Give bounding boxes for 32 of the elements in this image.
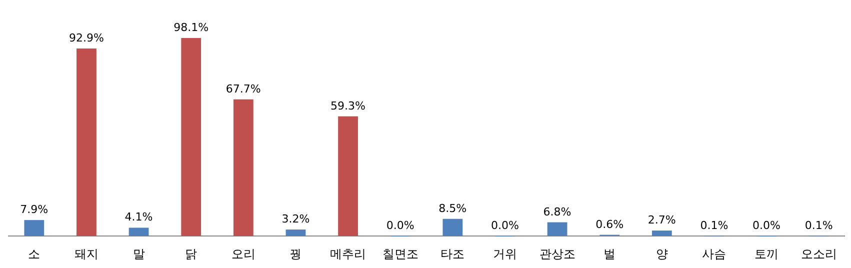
data-label: 0.0% — [386, 219, 414, 232]
data-label: 4.1% — [124, 210, 153, 224]
x-tick-label: 칠면조 — [382, 247, 418, 261]
data-label: 2.7% — [648, 214, 676, 227]
data-label: 7.9% — [20, 203, 48, 216]
x-tick-label: 오리 — [231, 247, 256, 261]
x-tick-label: 토끼 — [754, 247, 779, 261]
data-label: 92.9% — [68, 31, 104, 44]
data-label: 0.6% — [596, 218, 624, 231]
x-tick-label: 닭 — [185, 247, 198, 261]
x-tick-label: 말 — [132, 247, 145, 261]
x-tick-label: 오소리 — [800, 247, 837, 261]
x-tick-label: 타조 — [440, 247, 465, 261]
x-tick-label: 사슴 — [702, 247, 726, 261]
x-tick-label: 꿩 — [290, 247, 302, 261]
x-tick-label: 벌 — [604, 247, 616, 261]
data-label: 0.0% — [490, 219, 519, 232]
x-tick-label: 소 — [28, 247, 40, 261]
data-label: 3.2% — [282, 212, 310, 226]
data-label: 0.0% — [752, 219, 781, 232]
data-label: 8.5% — [438, 202, 467, 215]
data-label: 6.8% — [543, 205, 572, 218]
x-tick-label: 돼지 — [74, 247, 98, 261]
data-label: 0.1% — [700, 218, 728, 232]
x-tick-label: 관상조 — [539, 247, 576, 261]
data-label: 0.1% — [804, 218, 833, 232]
data-label: 59.3% — [330, 99, 366, 112]
data-label: 67.7% — [226, 82, 261, 96]
x-tick-label: 양 — [656, 247, 668, 261]
data-label: 98.1% — [174, 21, 209, 34]
x-tick-label: 메추리 — [330, 247, 366, 261]
x-tick-label: 거위 — [492, 247, 517, 261]
